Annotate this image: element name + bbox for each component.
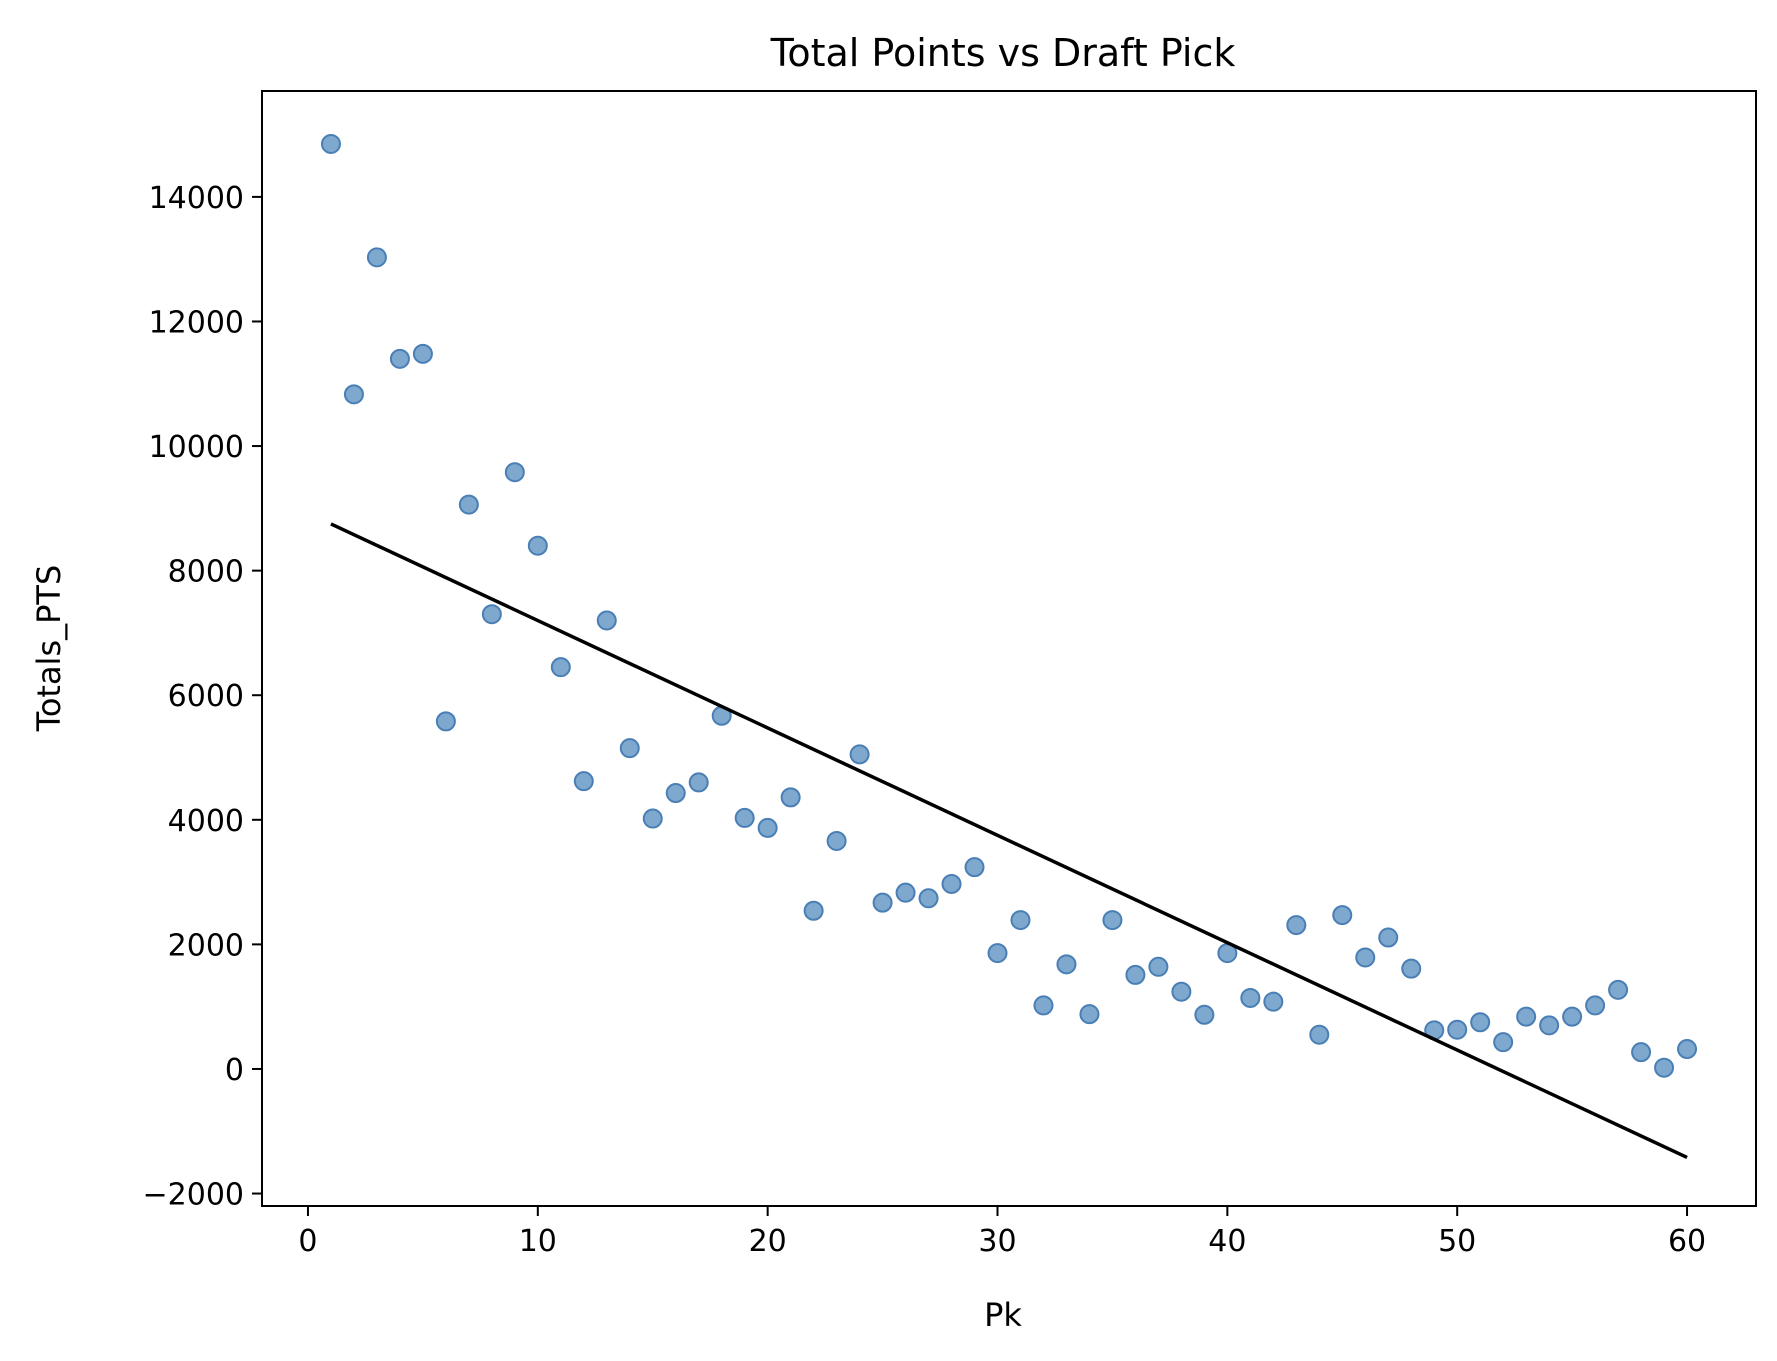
data-point-5: [412, 343, 433, 364]
data-point-6: [435, 711, 456, 732]
data-point-24: [849, 744, 870, 765]
data-point-27: [918, 888, 939, 909]
data-point-58: [1631, 1042, 1652, 1063]
data-point-3: [366, 247, 387, 268]
x-tick-label: 40: [1208, 1224, 1246, 1259]
data-point-23: [826, 830, 847, 851]
data-point-17: [688, 772, 709, 793]
data-point-19: [734, 807, 755, 828]
y-tick-label: −2000: [143, 1178, 244, 1213]
y-axis-label: Totals_PTS: [30, 565, 68, 733]
data-point-21: [780, 787, 801, 808]
y-tick-label: 14000: [149, 181, 244, 216]
x-tick-label: 60: [1668, 1224, 1706, 1259]
data-point-56: [1585, 995, 1606, 1016]
data-point-53: [1516, 1006, 1537, 1027]
x-tick-label: 0: [298, 1224, 317, 1259]
trendline: [330, 522, 1688, 1159]
data-point-31: [1010, 910, 1031, 931]
y-tick-label: 8000: [168, 555, 244, 590]
data-point-44: [1309, 1024, 1330, 1045]
data-point-60: [1677, 1039, 1698, 1060]
data-point-47: [1378, 927, 1399, 948]
y-tick-label: 12000: [149, 305, 244, 340]
trendline-group: [330, 522, 1688, 1159]
data-point-35: [1102, 910, 1123, 931]
data-point-7: [458, 494, 479, 515]
data-point-41: [1240, 987, 1261, 1008]
y-tick-label: 6000: [168, 679, 244, 714]
y-tick-label: 4000: [168, 804, 244, 839]
data-point-39: [1194, 1004, 1215, 1025]
data-point-50: [1447, 1019, 1468, 1040]
data-point-55: [1562, 1006, 1583, 1027]
plot-area: [261, 90, 1757, 1207]
data-point-57: [1608, 979, 1629, 1000]
data-point-33: [1056, 954, 1077, 975]
data-point-13: [596, 610, 617, 631]
x-axis-label: Pk: [984, 1296, 1022, 1334]
y-tick-label: 2000: [168, 928, 244, 963]
data-point-52: [1493, 1032, 1514, 1053]
data-point-16: [665, 783, 686, 804]
data-point-36: [1125, 964, 1146, 985]
data-point-30: [987, 943, 1008, 964]
data-point-15: [642, 808, 663, 829]
data-point-46: [1355, 947, 1376, 968]
data-point-59: [1654, 1057, 1675, 1078]
data-point-43: [1286, 915, 1307, 936]
chart-title: Total Points vs Draft Pick: [770, 31, 1236, 75]
x-axis: 0 10 20 30 40 50 60: [298, 1206, 1706, 1259]
y-tick-label: 0: [225, 1053, 244, 1088]
data-point-42: [1263, 991, 1284, 1012]
data-point-51: [1470, 1012, 1491, 1033]
x-tick-label: 30: [978, 1224, 1016, 1259]
data-point-12: [573, 771, 594, 792]
data-point-14: [619, 738, 640, 759]
data-point-9: [504, 462, 525, 483]
data-point-54: [1539, 1015, 1560, 1036]
data-point-20: [757, 817, 778, 838]
x-tick-label: 20: [749, 1224, 787, 1259]
data-point-34: [1079, 1004, 1100, 1025]
data-point-26: [895, 882, 916, 903]
data-point-29: [964, 857, 985, 878]
data-point-10: [527, 535, 548, 556]
x-tick-label: 50: [1438, 1224, 1476, 1259]
data-point-11: [550, 657, 571, 678]
data-point-45: [1332, 905, 1353, 926]
data-points: [320, 133, 1698, 1078]
data-point-22: [803, 900, 824, 921]
y-tick-label: 10000: [149, 430, 244, 465]
y-axis: −2000 0 2000 4000 6000 8000 10000 12000 14000: [143, 181, 262, 1213]
data-point-48: [1401, 958, 1422, 979]
x-tick-label: 10: [519, 1224, 557, 1259]
data-point-8: [481, 604, 502, 625]
data-point-38: [1171, 981, 1192, 1002]
data-point-37: [1148, 956, 1169, 977]
data-point-32: [1033, 995, 1054, 1016]
data-point-28: [941, 873, 962, 894]
data-point-2: [343, 384, 364, 405]
data-point-25: [872, 892, 893, 913]
data-point-1: [320, 133, 341, 154]
data-point-4: [389, 348, 410, 369]
plot-frame: [261, 90, 1757, 1207]
